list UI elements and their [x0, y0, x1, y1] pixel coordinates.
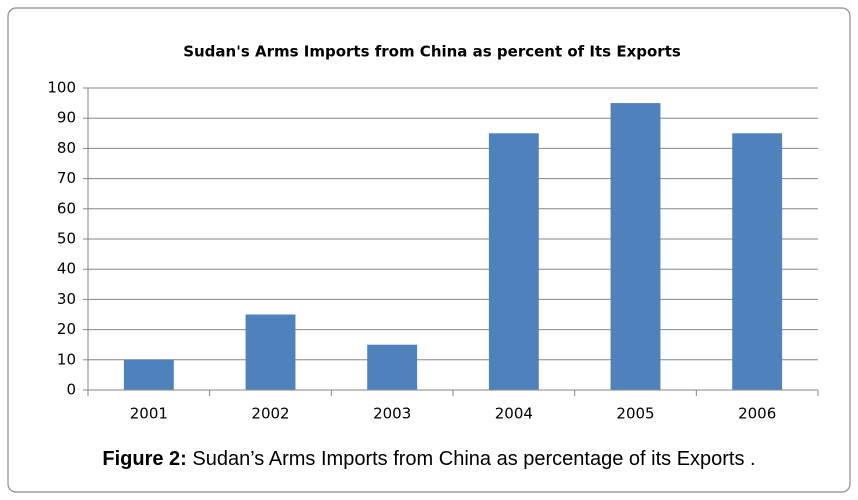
y-tick-label: 50	[57, 230, 76, 248]
y-tick-label: 30	[57, 290, 76, 308]
bar	[732, 133, 783, 391]
y-tick-label: 80	[57, 139, 76, 157]
x-tick-label: 2006	[738, 405, 776, 423]
bar	[610, 103, 661, 390]
y-tick-label: 0	[66, 381, 76, 399]
y-tick-label: 20	[57, 320, 76, 338]
caption-label: Figure 2:	[102, 448, 186, 470]
y-tick-label: 40	[57, 260, 76, 278]
bar	[123, 359, 174, 390]
y-tick-label: 70	[57, 169, 76, 187]
x-tick-label: 2002	[251, 405, 289, 423]
bar	[488, 133, 539, 391]
bar	[367, 344, 418, 390]
y-tick-label: 60	[57, 199, 76, 217]
y-tick-label: 90	[57, 109, 76, 127]
caption-text: Sudan’s Arms Imports from China as perce…	[192, 448, 755, 470]
x-tick-label: 2001	[130, 405, 168, 423]
x-tick-label: 2004	[495, 405, 533, 423]
x-tick-label: 2003	[373, 405, 411, 423]
chart-title: Sudan's Arms Imports from China as perce…	[183, 43, 681, 61]
bar	[245, 314, 296, 390]
y-tick-label: 100	[47, 79, 76, 97]
y-tick-label: 10	[57, 350, 76, 368]
x-tick-label: 2005	[616, 405, 654, 423]
caption: Figure 2: Sudan’s Arms Imports from Chin…	[102, 448, 755, 470]
